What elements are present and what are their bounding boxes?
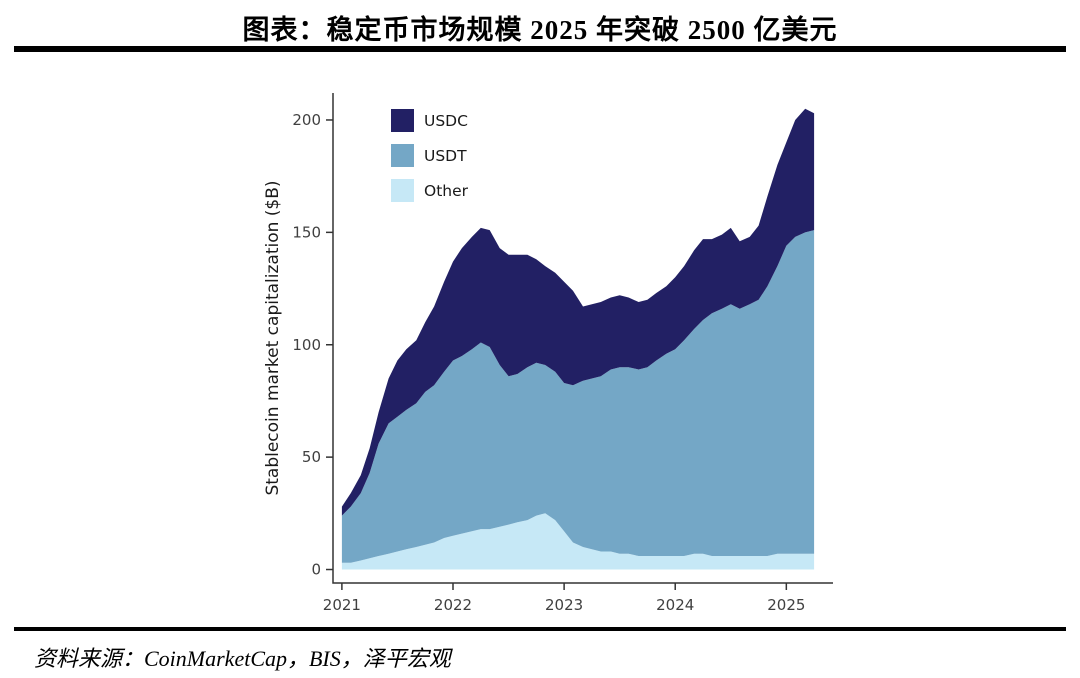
footer-rule (14, 627, 1066, 631)
axis-lines (332, 93, 833, 584)
area-usdt (341, 230, 815, 563)
x-tick-label: 2025 (767, 596, 805, 614)
y-tick-label: 200 (292, 111, 321, 129)
legend-label-usdc: USDC (424, 112, 468, 130)
legend-swatch-other-icon (391, 179, 414, 202)
source-note: 资料来源：CoinMarketCap，BIS，泽平宏观 (34, 646, 451, 671)
legend-swatch-usdt-icon (391, 144, 414, 167)
x-tick-label: 2023 (545, 596, 583, 614)
x-tick-label: 2021 (323, 596, 361, 614)
stablecoin-market-cap-chart: 0 50 100 150 200 2021 2022 2023 2024 2025 Stableco… (258, 83, 848, 628)
y-tick-label: 100 (292, 336, 321, 354)
area-other (341, 513, 815, 570)
x-tick-label: 2022 (434, 596, 472, 614)
legend-swatch-usdc-icon (391, 109, 414, 132)
x-tick-label: 2024 (656, 596, 694, 614)
stacked-area-chart-svg: 0 50 100 150 200 2021 2022 2023 2024 2025 Stableco… (263, 93, 833, 614)
y-tick-label: 0 (311, 561, 321, 579)
y-tick-label: 50 (302, 448, 321, 466)
legend-label-other: Other (424, 182, 469, 200)
page-title: 图表：稳定币市场规模 2025 年突破 2500 亿美元 (242, 15, 838, 45)
y-axis-label: Stablecoin market capitalization ($B) (263, 180, 283, 495)
legend-label-usdt: USDT (424, 147, 467, 165)
title-underline-rule (14, 46, 1066, 52)
area-usdc (341, 108, 815, 516)
y-tick-label: 150 (292, 223, 321, 241)
